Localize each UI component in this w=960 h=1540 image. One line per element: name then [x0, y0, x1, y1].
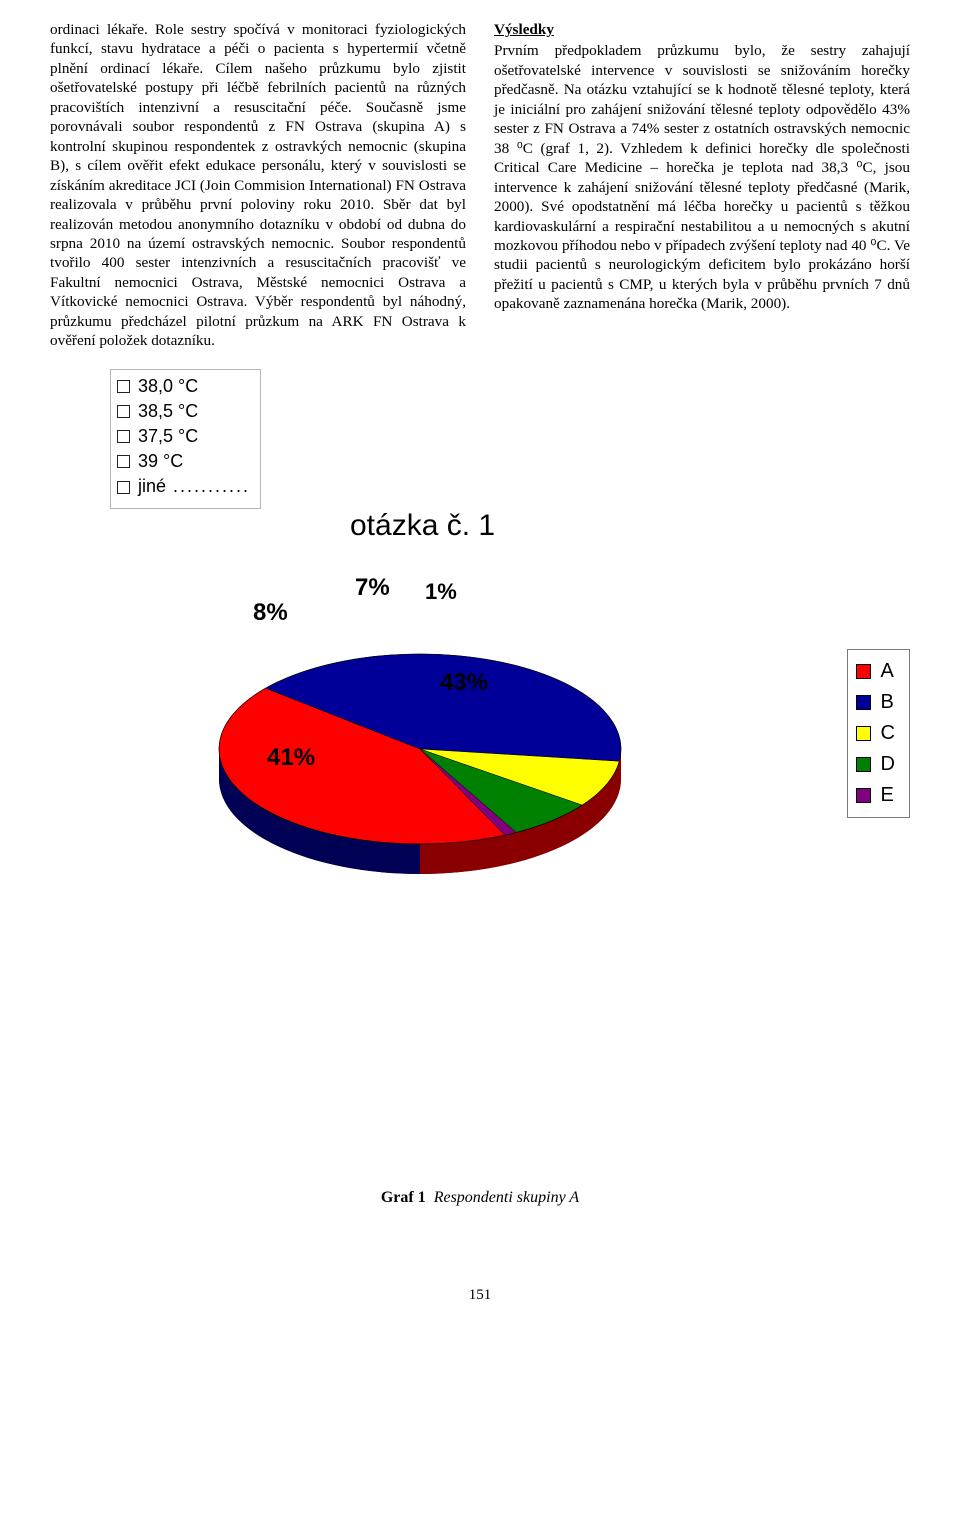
pct-label: 8%	[253, 599, 288, 627]
dots: ...........	[166, 474, 250, 499]
answer-option: 38,0 °C	[117, 374, 250, 399]
legend-label: D	[881, 749, 895, 780]
legend-swatch	[856, 788, 871, 803]
legend-label: E	[881, 780, 894, 811]
pct-label: 7%	[355, 574, 390, 602]
chart-title: otázka č. 1	[350, 509, 495, 543]
checkbox-icon	[117, 405, 130, 418]
answer-option: 38,5 °C	[117, 399, 250, 424]
results-heading: Výsledky	[494, 20, 910, 39]
caption-italic: Respondenti skupiny A	[434, 1189, 579, 1206]
legend-swatch	[856, 664, 871, 679]
left-column: ordinaci lékaře. Role sestry spočívá v m…	[50, 20, 466, 351]
answer-option-label: jiné	[138, 474, 166, 499]
legend-item: E	[856, 780, 895, 811]
caption-bold: Graf 1	[381, 1189, 426, 1206]
answer-option-other: jiné ...........	[117, 474, 250, 499]
left-column-body: ordinaci lékaře. Role sestry spočívá v m…	[50, 21, 466, 349]
legend-label: A	[881, 656, 894, 687]
chart-legend: A B C D E	[847, 649, 910, 818]
answer-option-label: 38,5 °C	[138, 399, 198, 424]
pct-label: 1%	[425, 579, 457, 605]
answer-option-label: 38,0 °C	[138, 374, 198, 399]
answer-options-box: 38,0 °C 38,5 °C 37,5 °C 39 °C jiné .....…	[110, 369, 261, 509]
legend-label: C	[881, 718, 895, 749]
legend-swatch	[856, 757, 871, 772]
answer-option: 39 °C	[117, 449, 250, 474]
answer-option-label: 39 °C	[138, 449, 183, 474]
answer-option-label: 37,5 °C	[138, 424, 198, 449]
legend-label: B	[881, 687, 894, 718]
pie-svg	[160, 594, 680, 924]
chart-caption: Graf 1 Respondenti skupiny A	[50, 1189, 910, 1207]
page: ordinaci lékaře. Role sestry spočívá v m…	[0, 0, 960, 1334]
pct-label: 43%	[440, 669, 488, 697]
legend-swatch	[856, 695, 871, 710]
right-column: Výsledky Prvním předpokladem průzkumu by…	[494, 20, 910, 351]
legend-item: A	[856, 656, 895, 687]
page-number: 151	[50, 1287, 910, 1304]
legend-item: B	[856, 687, 895, 718]
pct-label: 41%	[267, 744, 315, 772]
pie-chart: otázka č. 1 43% 41% 8% 7% 1%	[50, 509, 910, 929]
legend-item: C	[856, 718, 895, 749]
two-column-text: ordinaci lékaře. Role sestry spočívá v m…	[50, 20, 910, 351]
checkbox-icon	[117, 430, 130, 443]
legend-item: D	[856, 749, 895, 780]
checkbox-icon	[117, 380, 130, 393]
checkbox-icon	[117, 481, 130, 494]
answer-option: 37,5 °C	[117, 424, 250, 449]
legend-swatch	[856, 726, 871, 741]
checkbox-icon	[117, 455, 130, 468]
chart-wrap: 38,0 °C 38,5 °C 37,5 °C 39 °C jiné .....…	[50, 369, 910, 1207]
right-column-body: Prvním předpokladem průzkumu bylo, že se…	[494, 42, 910, 312]
